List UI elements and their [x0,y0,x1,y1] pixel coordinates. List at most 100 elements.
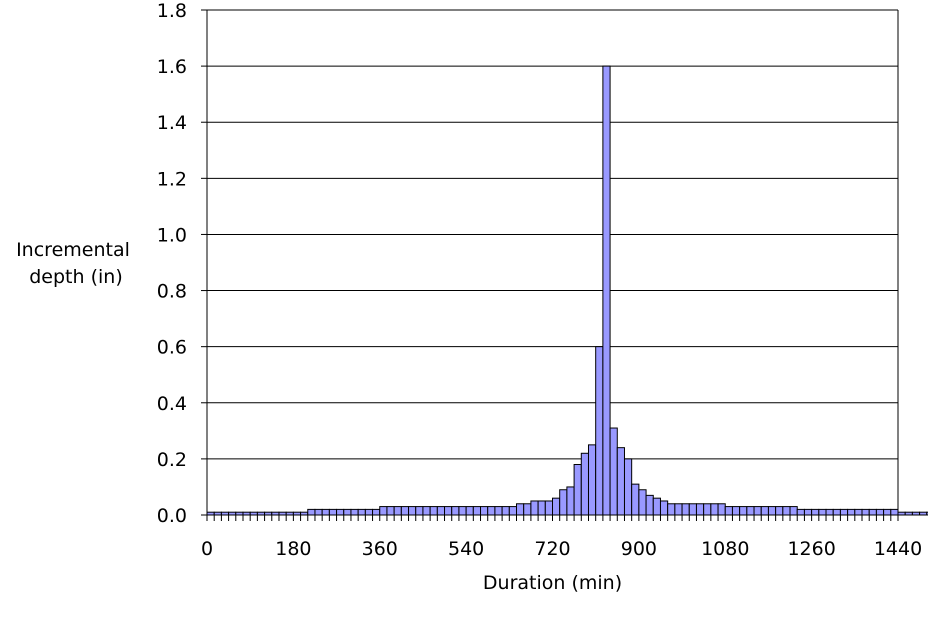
bar [501,506,510,516]
bar [753,506,762,516]
bar [631,483,640,516]
bar [415,506,424,516]
bar [695,503,705,516]
bar [508,506,518,516]
bar [379,506,388,516]
bar [703,503,712,516]
bar [487,506,496,516]
y-axis-title: Incremental depth (in) [16,239,136,288]
bar [595,346,604,516]
bar [587,444,597,516]
bar [386,506,395,516]
bar [904,511,913,516]
bar [861,508,870,516]
bar [638,489,647,516]
bar [573,464,582,516]
bar [530,500,539,516]
bar [580,452,589,516]
bar [422,506,431,516]
bar [767,506,777,516]
y-tick-label: 0.8 [157,281,187,303]
bar [616,447,625,516]
bar [919,511,928,516]
bar [760,506,769,516]
bar [645,494,654,516]
bar [307,508,316,516]
bar [890,508,899,516]
bar [566,486,575,516]
x-tick-label: 0 [201,538,213,560]
x-axis-title: Duration (min) [483,572,622,594]
bar [796,508,805,516]
bar [400,506,410,516]
bar [343,508,352,516]
y-axis-title-line-1: Incremental [16,239,130,261]
bar [436,506,446,516]
x-tick-label: 540 [448,538,484,560]
bar [336,508,345,516]
bar [825,508,834,516]
x-tick-labels: 0 180 360 540 720 900 1080 1260 1440 [201,538,922,560]
bar [667,503,676,516]
axes [201,9,899,521]
x-tick-label: 180 [275,538,311,560]
bar [688,503,697,516]
bar [847,508,856,516]
bar [429,506,438,516]
bar [314,508,323,516]
bar [552,497,561,516]
y-tick-label: 1.2 [157,168,187,190]
bar [480,506,489,516]
bar [393,506,402,516]
bar [818,508,827,516]
bar [458,506,467,516]
bar [717,503,726,516]
bar [321,508,330,516]
bar [659,500,669,516]
bar [832,508,841,516]
bar [472,506,482,516]
y-tick-label: 0.0 [157,505,187,527]
bar [559,489,568,516]
bar [883,508,892,516]
bar [868,508,877,516]
bar [811,508,820,516]
bar [926,511,928,516]
y-tick-label: 0.4 [157,393,187,415]
bar [803,508,813,516]
bar [775,506,784,516]
bar [724,506,733,516]
bar [364,508,374,516]
bar [328,508,338,516]
bar [652,497,661,516]
bar [681,503,690,516]
bar [408,506,417,516]
bar [789,506,798,516]
bar [544,500,553,516]
bar [897,511,906,516]
bar [537,500,546,516]
y-tick-label: 1.4 [157,112,187,134]
bar [782,506,791,516]
x-tick-label: 1440 [874,538,922,560]
bar [372,508,381,516]
bar [746,506,755,516]
bar [609,427,618,516]
bar [674,503,683,516]
bar [602,65,611,516]
y-tick-label: 1.6 [157,56,187,78]
bar [465,506,474,516]
bar [357,508,366,516]
y-tick-labels: 0.0 0.2 0.4 0.6 0.8 1.0 1.2 1.4 1.6 1.8 [157,0,187,527]
bar [350,508,359,516]
bar [523,503,532,516]
y-tick-label: 1.0 [157,224,187,246]
x-tick-label: 900 [621,538,657,560]
bar [839,508,849,516]
bar [623,458,633,516]
bar [731,506,741,516]
bar [494,506,503,516]
y-tick-label: 0.2 [157,449,187,471]
bar [710,503,719,516]
